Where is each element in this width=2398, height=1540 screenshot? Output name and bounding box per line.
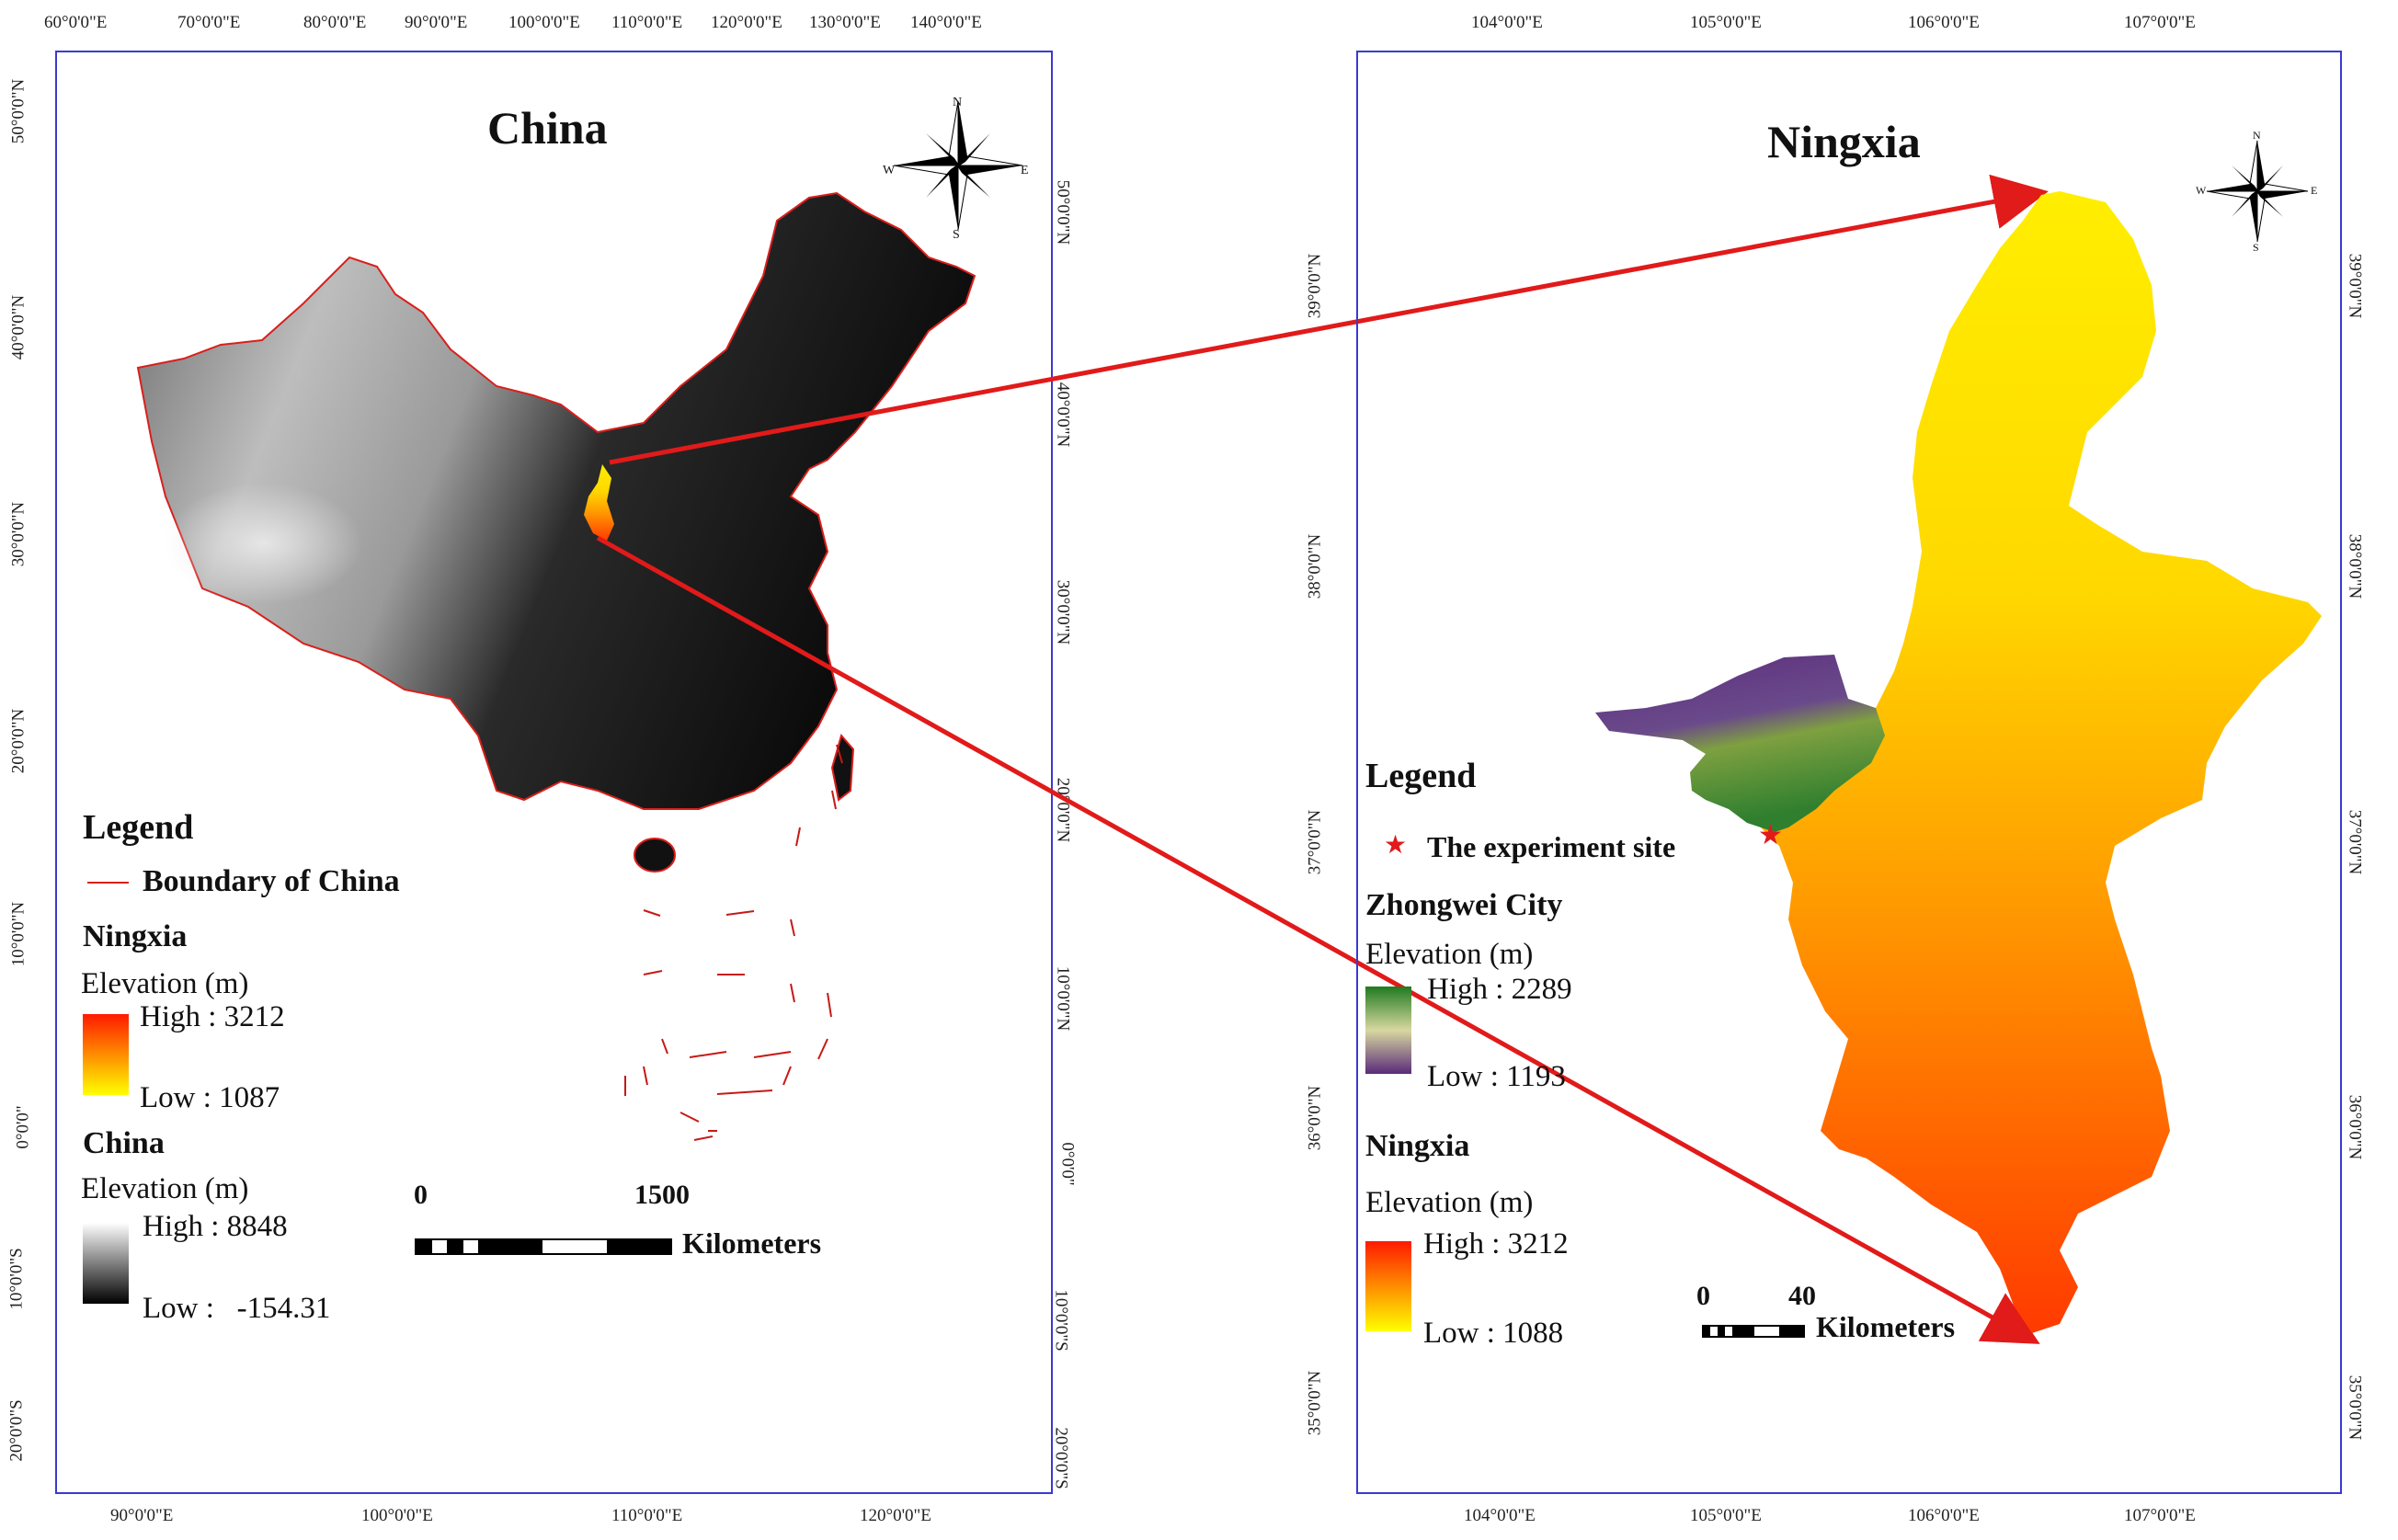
scale-right-max: 40 xyxy=(1788,1281,1816,1311)
china-map-frame xyxy=(55,51,1053,1494)
experiment-site-star: ★ xyxy=(1758,819,1783,851)
tick-top-100E: 100°0'0"E xyxy=(508,13,580,32)
tick-top-120E: 120°0'0"E xyxy=(711,13,782,32)
ningxia-small xyxy=(584,464,614,541)
legend-china-low: Low : -154.31 xyxy=(143,1292,331,1325)
legend-zw-heading: Zhongwei City xyxy=(1365,888,1563,922)
legend-zw-low: Low : 1193 xyxy=(1427,1060,1566,1093)
tick-left-37N: 37°0'0"N xyxy=(1305,809,1325,875)
legend-site-star-icon: ★ xyxy=(1384,829,1408,860)
scale-right-unit: Kilometers xyxy=(1816,1310,1956,1343)
tick-top-70E: 70°0'0"E xyxy=(177,13,241,32)
tick-top-110E: 110°0'0"E xyxy=(611,13,683,32)
ningxia-map-frame xyxy=(1356,51,2342,1494)
ningxia-map-title: Ningxia xyxy=(1767,116,1921,167)
legend-nx-high-right: High : 3212 xyxy=(1423,1227,1569,1261)
tick-top-60E: 60°0'0"E xyxy=(44,13,108,32)
taiwan-island xyxy=(830,733,855,802)
tick-top-80E: 80°0'0"E xyxy=(303,13,367,32)
compass-rose-right xyxy=(2206,140,2309,243)
scale-left-unit: Kilometers xyxy=(682,1226,822,1260)
scale-left-max: 1500 xyxy=(634,1180,690,1210)
china-landmass xyxy=(136,191,976,810)
compass-e-left: E xyxy=(1021,164,1029,177)
tibet-plateau xyxy=(147,432,478,634)
compass-rose-left xyxy=(893,100,1023,231)
tick-bottom-104E: 104°0'0"E xyxy=(1464,1506,1536,1525)
compass-e-right: E xyxy=(2311,184,2318,197)
legend-ningxia-elev-left: Elevation (m) xyxy=(81,967,249,1000)
tick-left-35N: 35°0'0"N xyxy=(1305,1370,1325,1436)
legend-nx-heading-right: Ningxia xyxy=(1365,1129,1470,1163)
compass-s-left: S xyxy=(953,228,960,242)
legend-china-heading: China xyxy=(83,1126,165,1160)
hainan-island xyxy=(634,838,676,873)
tick-bottom-110E: 110°0'0"E xyxy=(611,1506,683,1525)
tick-top-104E: 104°0'0"E xyxy=(1471,13,1543,32)
ramp-zhongwei xyxy=(1365,987,1411,1074)
legend-ningxia-high-left: High : 3212 xyxy=(140,1000,285,1033)
legend-boundary-label: Boundary of China xyxy=(143,864,400,898)
tick-bottom-100E: 100°0'0"E xyxy=(361,1506,433,1525)
tick-right-38N: 38°0'0"N xyxy=(2345,533,2365,599)
compass-n-left: N xyxy=(953,96,963,109)
tick-right-37N: 37°0'0"N xyxy=(2345,809,2365,875)
ramp-ningxia-right xyxy=(1365,1241,1411,1331)
tick-top-140E: 140°0'0"E xyxy=(910,13,982,32)
arrow-north xyxy=(609,174,2049,465)
tick-left-38N: 38°0'0"N xyxy=(1305,533,1325,599)
south-china-sea-islands xyxy=(624,744,843,1141)
china-map-title: China xyxy=(487,102,608,154)
ramp-ningxia-left xyxy=(83,1014,129,1095)
ningxia-region xyxy=(1752,191,2322,1333)
tick-top-105E: 105°0'0"E xyxy=(1690,13,1762,32)
tick-bottom-107E: 107°0'0"E xyxy=(2124,1506,2196,1525)
tick-right-39N: 39°0'0"N xyxy=(2345,253,2365,319)
ramp-china xyxy=(83,1223,129,1304)
legend-heading-right: Legend xyxy=(1365,757,1477,795)
arrow-south xyxy=(596,535,2040,1344)
legend-ningxia-low-left: Low : 1087 xyxy=(140,1081,280,1114)
tick-top-90E: 90°0'0"E xyxy=(405,13,468,32)
tick-right-36N: 36°0'0"N xyxy=(2345,1094,2365,1160)
tick-bottom-106E: 106°0'0"E xyxy=(1908,1506,1980,1525)
scale-bar-left xyxy=(415,1238,672,1255)
legend-zw-high: High : 2289 xyxy=(1427,973,1572,1006)
tick-bottom-120E: 120°0'0"E xyxy=(860,1506,931,1525)
tick-left-39N: 39°0'0"N xyxy=(1305,253,1325,319)
scale-left-zero: 0 xyxy=(414,1180,428,1210)
tick-left-36N: 36°0'0"N xyxy=(1305,1085,1325,1151)
scale-right-zero: 0 xyxy=(1696,1281,1710,1311)
tick-top-130E: 130°0'0"E xyxy=(809,13,881,32)
legend-zw-elev: Elevation (m) xyxy=(1365,938,1534,971)
legend-nx-low-right: Low : 1088 xyxy=(1423,1317,1564,1350)
legend-ningxia-heading-left: Ningxia xyxy=(83,919,188,953)
tick-top-107E: 107°0'0"E xyxy=(2124,13,2196,32)
tick-bottom-90E: 90°0'0"E xyxy=(110,1506,174,1525)
compass-w-left: W xyxy=(883,164,896,177)
legend-heading-left: Legend xyxy=(83,808,194,847)
zhongwei-city-region xyxy=(1595,655,1885,832)
compass-w-right: W xyxy=(2196,184,2207,197)
legend-nx-elev-right: Elevation (m) xyxy=(1365,1186,1534,1219)
legend-china-high: High : 8848 xyxy=(143,1210,288,1243)
tick-top-106E: 106°0'0"E xyxy=(1908,13,1980,32)
tick-bottom-105E: 105°0'0"E xyxy=(1690,1506,1762,1525)
compass-n-right: N xyxy=(2253,129,2261,142)
legend-china-elev: Elevation (m) xyxy=(81,1172,249,1205)
scale-bar-right xyxy=(1702,1325,1805,1338)
tick-right-35N: 35°0'0"N xyxy=(2345,1375,2365,1441)
legend-site-label: The experiment site xyxy=(1427,830,1676,863)
compass-s-right: S xyxy=(2253,241,2259,254)
